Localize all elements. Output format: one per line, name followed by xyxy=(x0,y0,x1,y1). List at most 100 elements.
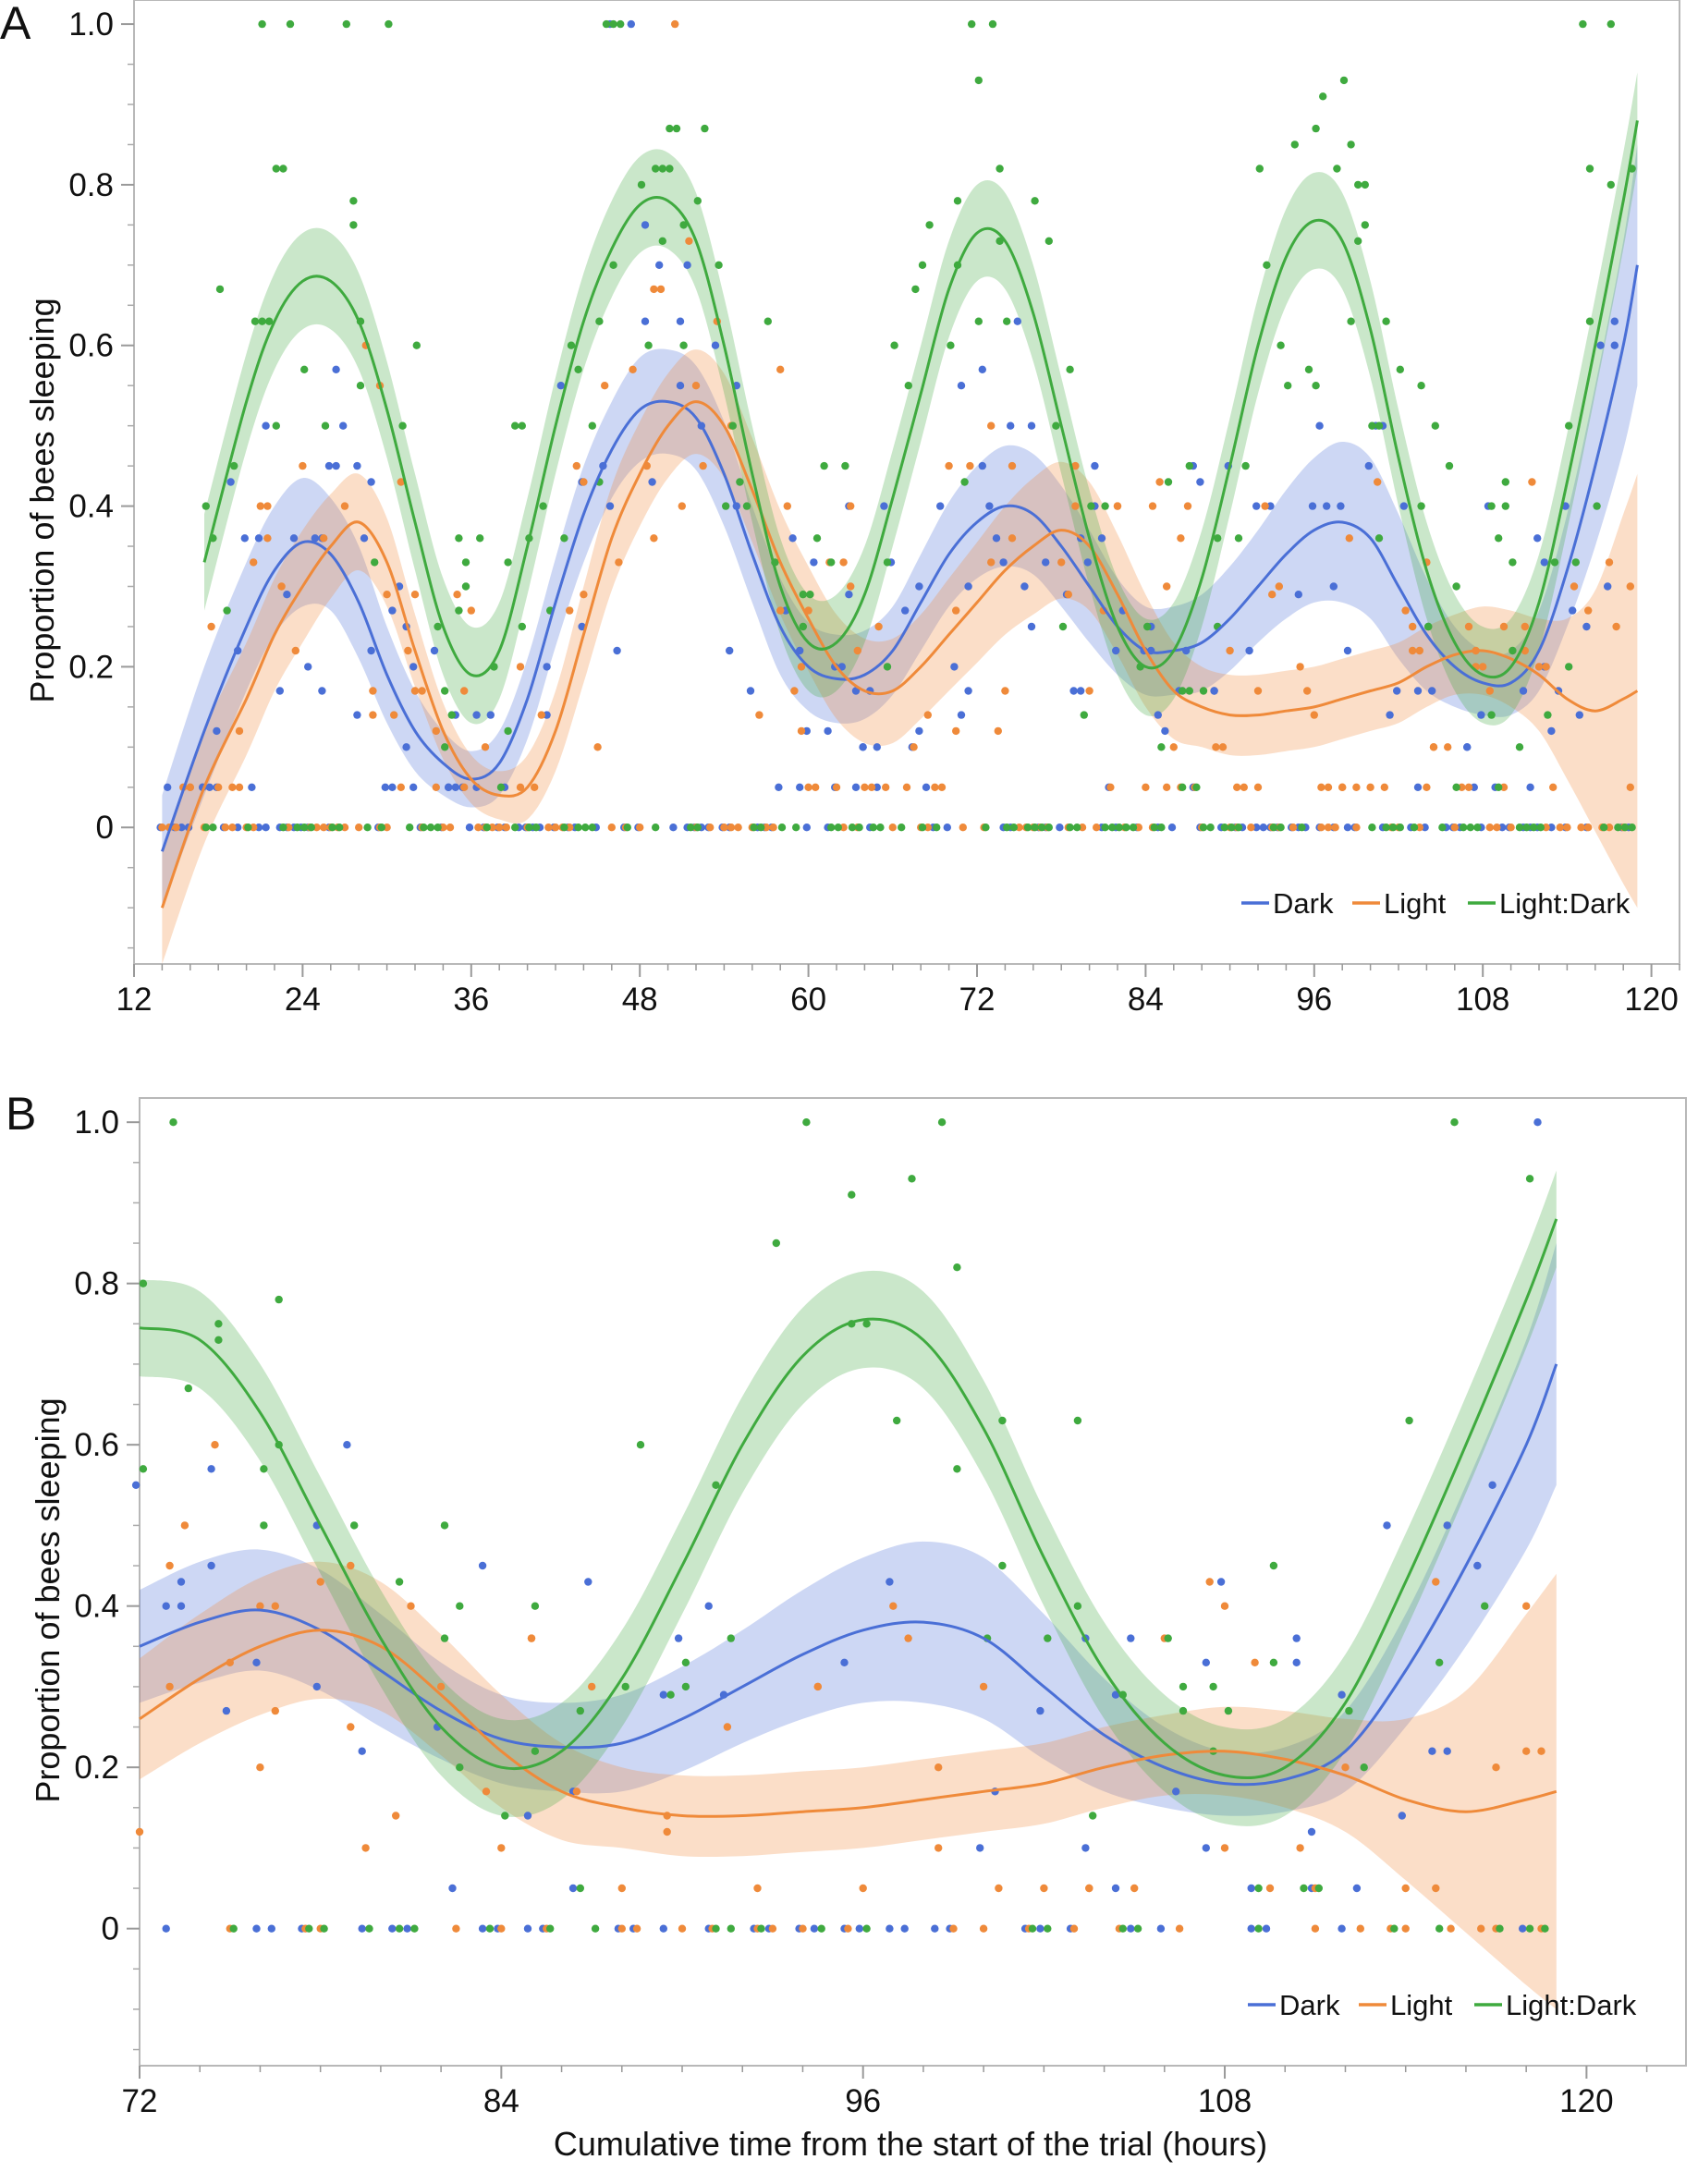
data-point-dark xyxy=(810,1924,819,1933)
data-point-light-dark xyxy=(1298,824,1306,832)
data-point-dark xyxy=(478,1561,487,1570)
data-point-dark xyxy=(1413,687,1423,695)
data-point-light xyxy=(158,824,166,832)
data-point-light xyxy=(783,502,791,510)
data-point-light-dark xyxy=(1220,824,1229,832)
data-point-dark xyxy=(936,502,945,510)
x-tick-label: 84 xyxy=(1128,982,1164,1018)
data-point-dark xyxy=(1428,1747,1436,1755)
data-point-light xyxy=(1626,582,1635,591)
data-point-light-dark xyxy=(260,1521,268,1530)
data-point-light-dark xyxy=(377,824,385,832)
data-point-light-dark xyxy=(996,165,1004,173)
data-point-light xyxy=(544,824,553,832)
data-point-dark xyxy=(796,783,804,791)
data-point-light xyxy=(1071,502,1080,510)
y-tick-label: 1.0 xyxy=(68,6,114,43)
data-point-light xyxy=(1311,1924,1320,1933)
data-point-light-dark xyxy=(1550,558,1559,567)
data-point-light xyxy=(768,1924,777,1933)
data-point-light-dark xyxy=(244,824,252,832)
data-point-light xyxy=(250,824,258,832)
data-point-dark xyxy=(641,317,650,325)
data-point-light-dark xyxy=(968,19,976,29)
data-point-light xyxy=(888,824,897,832)
data-point-light-dark xyxy=(841,461,849,470)
data-point-light-dark xyxy=(531,1747,540,1755)
data-point-light-dark xyxy=(1487,502,1496,510)
data-point-dark xyxy=(177,824,186,832)
data-point-dark xyxy=(240,534,249,543)
data-point-light xyxy=(1106,783,1115,791)
data-point-light xyxy=(889,1602,898,1610)
data-point-light xyxy=(404,646,412,655)
data-point-light-dark xyxy=(1209,1682,1217,1691)
data-point-light xyxy=(1247,824,1255,832)
data-point-light-dark xyxy=(1080,711,1089,719)
data-point-dark xyxy=(900,1924,909,1933)
data-point-light xyxy=(755,711,763,719)
data-point-light-dark xyxy=(617,19,625,29)
data-point-light-dark xyxy=(305,1924,313,1933)
data-point-light-dark xyxy=(1501,478,1510,486)
data-point-light xyxy=(874,622,883,631)
data-point-light-dark xyxy=(672,124,681,133)
data-point-dark xyxy=(1210,687,1218,695)
data-point-dark xyxy=(318,687,326,695)
data-point-light xyxy=(531,783,539,791)
data-point-light-dark xyxy=(757,824,765,832)
data-point-light xyxy=(1317,824,1325,832)
data-point-light-dark xyxy=(588,421,596,430)
data-point-light xyxy=(1584,824,1593,832)
confidence-bands xyxy=(140,1170,1557,2009)
data-point-light xyxy=(1253,783,1263,791)
data-point-light-dark xyxy=(1481,1602,1489,1610)
data-point-light xyxy=(1113,502,1122,510)
data-point-dark xyxy=(1329,582,1338,591)
data-point-dark xyxy=(1383,1521,1391,1530)
data-point-light xyxy=(572,461,580,470)
data-point-light-dark xyxy=(546,1924,555,1933)
fit-line-dark xyxy=(139,1363,1558,1787)
data-point-light-dark xyxy=(799,591,807,599)
data-point-dark xyxy=(267,1924,275,1933)
data-point-light xyxy=(482,1787,491,1796)
data-point-light-dark xyxy=(953,197,962,205)
data-point-light-dark xyxy=(658,237,666,245)
legend-label: Dark xyxy=(1273,887,1334,920)
data-point-light-dark xyxy=(602,19,611,29)
data-point-light-dark xyxy=(279,165,287,173)
data-point-light-dark xyxy=(1304,365,1313,373)
data-point-light xyxy=(271,1602,279,1610)
fit-line-light-dark xyxy=(139,1218,1558,1780)
data-point-light xyxy=(632,1924,641,1933)
data-point-dark xyxy=(683,261,691,269)
data-point-light-dark xyxy=(1314,1884,1324,1893)
data-point-light xyxy=(1142,783,1150,791)
data-point-light xyxy=(720,824,728,832)
data-point-light-dark xyxy=(307,824,315,832)
x-tick-label: 108 xyxy=(1198,2083,1252,2119)
data-point-dark xyxy=(304,663,312,671)
data-point-light xyxy=(1163,783,1171,791)
data-point-light xyxy=(1528,478,1536,486)
data-point-light-dark xyxy=(1460,824,1468,832)
data-point-light-dark xyxy=(1435,1924,1444,1933)
data-point-dark xyxy=(234,824,242,832)
data-point-dark xyxy=(669,824,678,832)
data-point-light xyxy=(847,582,855,591)
data-point-light-dark xyxy=(476,534,484,543)
data-point-dark xyxy=(659,1690,667,1699)
data-point-light-dark xyxy=(1129,824,1138,832)
data-point-dark xyxy=(1262,1924,1271,1933)
fit-line-dark xyxy=(160,264,1639,852)
data-point-light xyxy=(1479,663,1487,671)
data-point-light xyxy=(1542,663,1550,671)
data-point-light xyxy=(882,783,890,791)
data-point-dark xyxy=(1292,1634,1301,1642)
data-point-dark xyxy=(388,1924,397,1933)
data-point-light xyxy=(436,1682,446,1691)
data-point-light-dark xyxy=(658,165,666,173)
data-point-light xyxy=(1275,582,1284,591)
data-point-light-dark xyxy=(712,1481,720,1490)
